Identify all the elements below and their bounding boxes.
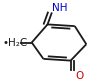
Text: •H₂C: •H₂C [2, 38, 28, 47]
Text: NH: NH [52, 3, 68, 13]
Text: O: O [75, 71, 83, 81]
